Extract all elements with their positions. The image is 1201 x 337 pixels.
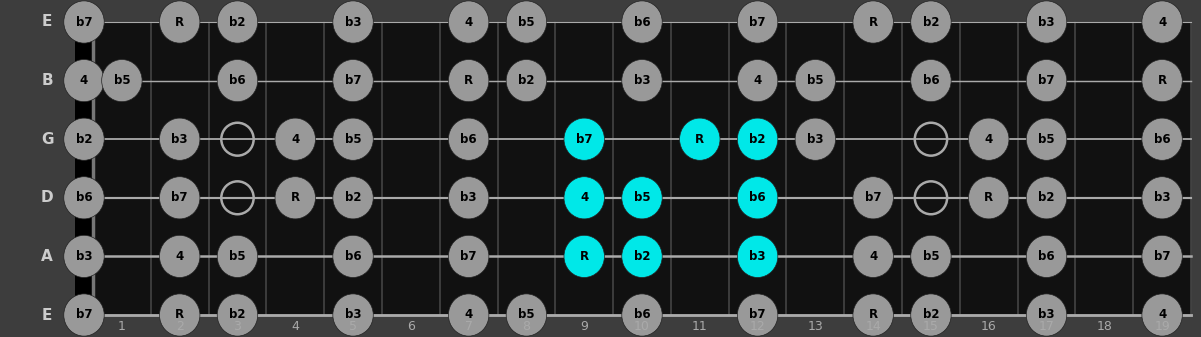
Ellipse shape <box>217 235 258 277</box>
Ellipse shape <box>217 60 258 102</box>
Ellipse shape <box>160 177 199 219</box>
Text: 1: 1 <box>118 320 126 334</box>
Bar <box>74 22 1191 315</box>
Ellipse shape <box>853 235 894 277</box>
Ellipse shape <box>737 60 778 102</box>
Ellipse shape <box>333 1 374 43</box>
Text: 16: 16 <box>981 320 997 334</box>
Ellipse shape <box>737 118 778 160</box>
Text: b5: b5 <box>807 74 824 87</box>
Ellipse shape <box>160 118 199 160</box>
Text: R: R <box>695 133 704 146</box>
Text: 4: 4 <box>465 16 473 29</box>
Text: b7: b7 <box>749 308 766 321</box>
Text: b5: b5 <box>1038 133 1054 146</box>
Ellipse shape <box>622 235 662 277</box>
Ellipse shape <box>1142 235 1182 277</box>
Text: 4: 4 <box>80 74 88 87</box>
Ellipse shape <box>448 294 489 336</box>
Ellipse shape <box>564 118 604 160</box>
Text: 4: 4 <box>292 320 299 334</box>
Text: b3: b3 <box>1039 308 1054 321</box>
Ellipse shape <box>506 1 546 43</box>
Ellipse shape <box>853 1 894 43</box>
Text: 4: 4 <box>465 308 473 321</box>
Ellipse shape <box>1142 294 1182 336</box>
Ellipse shape <box>160 235 199 277</box>
Text: 3: 3 <box>233 320 241 334</box>
Ellipse shape <box>795 118 836 160</box>
Text: b6: b6 <box>1154 133 1171 146</box>
Ellipse shape <box>448 60 489 102</box>
Text: 18: 18 <box>1097 320 1112 334</box>
Ellipse shape <box>1027 1 1066 43</box>
Text: b5: b5 <box>345 133 362 146</box>
Ellipse shape <box>64 294 104 336</box>
Ellipse shape <box>506 60 546 102</box>
Ellipse shape <box>448 118 489 160</box>
Text: 14: 14 <box>865 320 882 334</box>
Text: 8: 8 <box>522 320 531 334</box>
Ellipse shape <box>275 177 316 219</box>
Text: D: D <box>41 190 53 205</box>
Text: b2: b2 <box>922 308 939 321</box>
Text: R: R <box>868 16 878 29</box>
Ellipse shape <box>564 235 604 277</box>
Text: R: R <box>580 250 588 263</box>
Text: R: R <box>291 191 300 204</box>
Ellipse shape <box>160 294 199 336</box>
Text: b5: b5 <box>114 74 130 87</box>
Ellipse shape <box>853 177 894 219</box>
Text: b6: b6 <box>229 74 246 87</box>
Text: b3: b3 <box>460 191 477 204</box>
Text: b2: b2 <box>76 133 92 146</box>
Ellipse shape <box>64 177 104 219</box>
Text: b5: b5 <box>634 191 650 204</box>
Text: b2: b2 <box>518 74 534 87</box>
Bar <box>74 22 92 315</box>
Ellipse shape <box>622 60 662 102</box>
Ellipse shape <box>1027 235 1066 277</box>
Text: b6: b6 <box>922 74 939 87</box>
Text: b7: b7 <box>172 191 187 204</box>
Text: b3: b3 <box>76 250 92 263</box>
Ellipse shape <box>622 294 662 336</box>
Ellipse shape <box>64 235 104 277</box>
Text: b3: b3 <box>749 250 766 263</box>
Text: 15: 15 <box>924 320 939 334</box>
Text: b2: b2 <box>229 308 246 321</box>
Text: b3: b3 <box>807 133 824 146</box>
Ellipse shape <box>1142 1 1182 43</box>
Text: b2: b2 <box>345 191 362 204</box>
Ellipse shape <box>622 1 662 43</box>
Ellipse shape <box>160 1 199 43</box>
Ellipse shape <box>102 60 142 102</box>
Text: R: R <box>1158 74 1166 87</box>
Ellipse shape <box>1027 177 1066 219</box>
Text: b5: b5 <box>518 308 534 321</box>
Text: b2: b2 <box>749 133 766 146</box>
Ellipse shape <box>64 60 104 102</box>
Ellipse shape <box>910 294 951 336</box>
Text: 4: 4 <box>291 133 299 146</box>
Text: R: R <box>175 308 184 321</box>
Ellipse shape <box>1027 294 1066 336</box>
Text: b7: b7 <box>76 16 92 29</box>
Text: b2: b2 <box>634 250 650 263</box>
Ellipse shape <box>64 118 104 160</box>
Ellipse shape <box>1142 60 1182 102</box>
Text: 7: 7 <box>465 320 473 334</box>
Ellipse shape <box>275 118 316 160</box>
Ellipse shape <box>1142 118 1182 160</box>
Text: b3: b3 <box>172 133 187 146</box>
Ellipse shape <box>217 1 258 43</box>
Text: b6: b6 <box>1038 250 1054 263</box>
Text: 4: 4 <box>1158 16 1166 29</box>
Ellipse shape <box>448 235 489 277</box>
Text: 9: 9 <box>580 320 588 334</box>
Ellipse shape <box>448 1 489 43</box>
Text: b7: b7 <box>1039 74 1054 87</box>
Text: A: A <box>41 249 53 264</box>
Text: b5: b5 <box>922 250 939 263</box>
